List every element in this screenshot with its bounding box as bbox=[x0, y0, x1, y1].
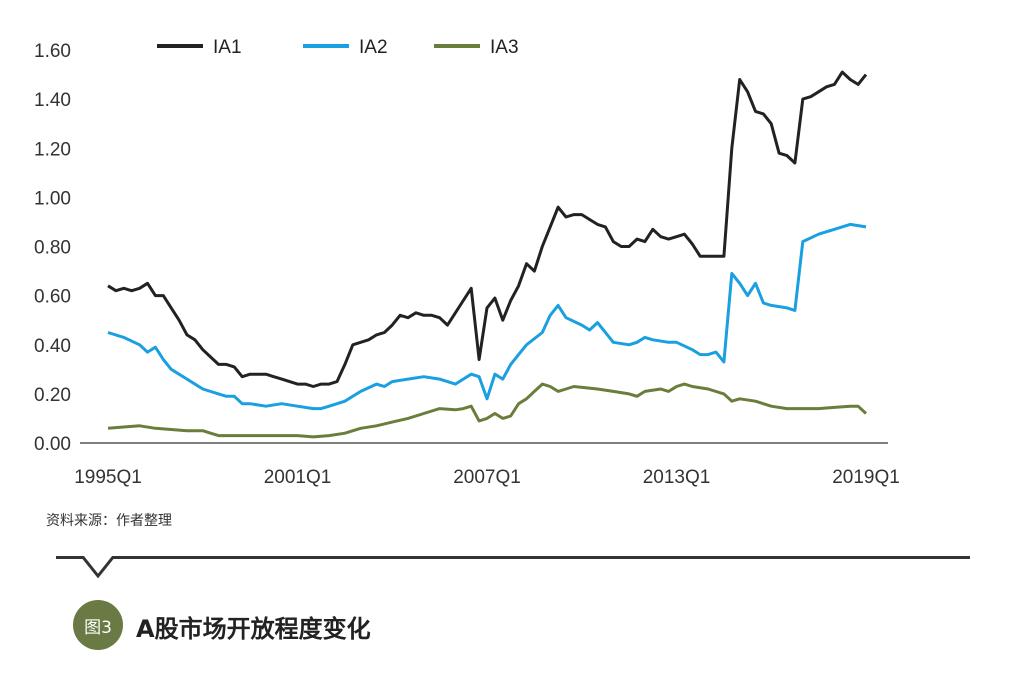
series-line-ia2 bbox=[107, 222, 867, 411]
x-tick-label: 2013Q1 bbox=[643, 467, 711, 488]
y-tick-label: 1.60 bbox=[34, 41, 71, 62]
y-tick-label: 0.40 bbox=[34, 336, 71, 357]
section-divider bbox=[56, 556, 970, 559]
y-tick-label: 0.20 bbox=[34, 385, 71, 406]
y-tick-label: 0.00 bbox=[34, 434, 71, 455]
series-line-ia1 bbox=[107, 70, 868, 388]
legend-label-ia3: IA3 bbox=[490, 37, 519, 58]
x-axis-tick-labels: 1995Q1 2001Q1 2007Q1 2013Q1 2019Q1 bbox=[74, 467, 900, 488]
x-tick-label: 1995Q1 bbox=[74, 467, 142, 488]
series-lines bbox=[107, 70, 868, 439]
y-tick-label: 0.60 bbox=[34, 287, 71, 308]
y-tick-label: 1.00 bbox=[34, 188, 71, 209]
divider-notch bbox=[82, 556, 114, 579]
figure-badge: 图3 bbox=[73, 600, 123, 650]
x-tick-label: 2007Q1 bbox=[453, 467, 521, 488]
y-axis-tick-labels: 0.00 0.20 0.40 0.60 0.80 1.00 1.20 1.40 1.60 bbox=[34, 41, 71, 455]
line-chart: 0.00 0.20 0.40 0.60 0.80 1.00 1.20 1.40 1.60 199… bbox=[34, 37, 900, 488]
legend-label-ia1: IA1 bbox=[213, 37, 242, 58]
legend-label-ia2: IA2 bbox=[359, 37, 388, 58]
legend: IA1 IA2 IA3 bbox=[157, 37, 519, 58]
source-note: 资料来源：作者整理 bbox=[46, 513, 172, 529]
series-line-ia3 bbox=[107, 382, 868, 439]
figure-title: A股市场开放程度变化 bbox=[136, 615, 371, 643]
y-tick-label: 1.40 bbox=[34, 90, 71, 111]
y-tick-label: 0.80 bbox=[34, 238, 71, 259]
x-tick-label: 2001Q1 bbox=[264, 467, 332, 488]
y-tick-label: 1.20 bbox=[34, 139, 71, 160]
x-tick-label: 2019Q1 bbox=[832, 467, 900, 488]
